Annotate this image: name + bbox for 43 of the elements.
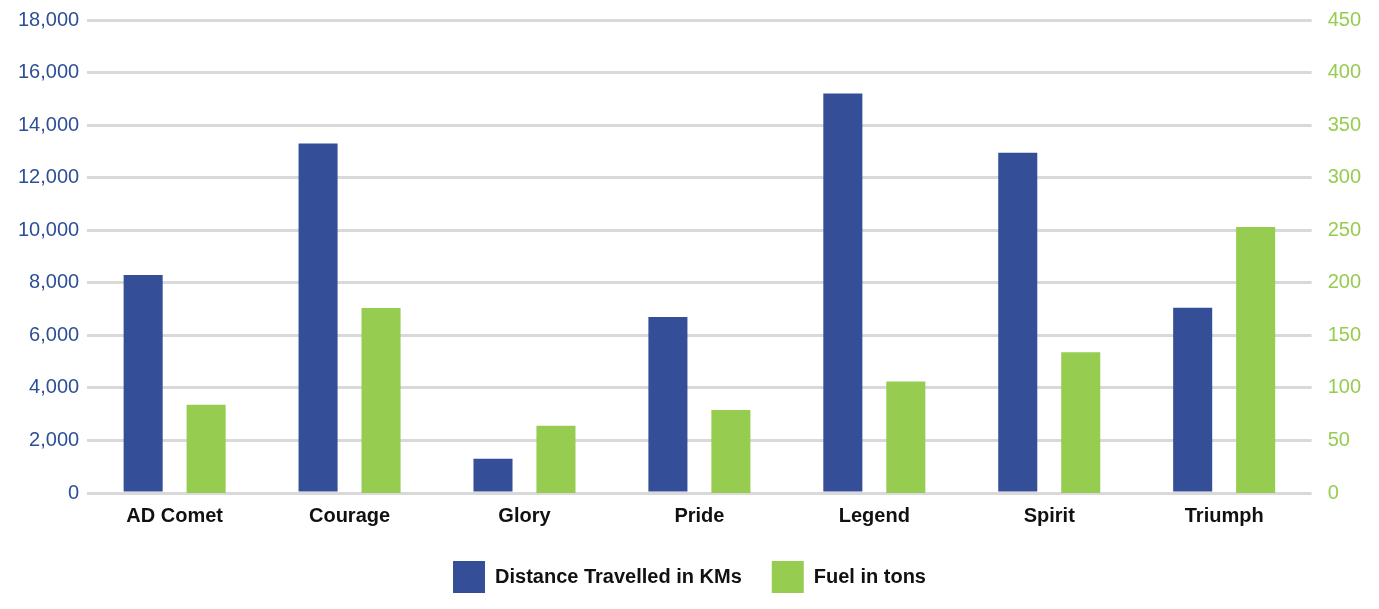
x-tick-label: Glory	[498, 503, 552, 526]
bar	[1173, 307, 1213, 492]
bar	[123, 274, 163, 492]
x-tick-label: Legend	[838, 503, 910, 526]
x-tick-label: Pride	[674, 503, 725, 526]
y-tick-label: 14,000	[18, 112, 80, 135]
y-tick-label: 4,000	[29, 375, 80, 398]
y2-tick-label: 0	[1327, 480, 1339, 503]
bar	[536, 425, 576, 493]
y2-tick-label: 450	[1327, 7, 1362, 30]
bar	[186, 404, 226, 493]
y-tick-label: 8,000	[29, 270, 80, 293]
y2-tick-label: 400	[1327, 60, 1362, 83]
y-tick-label: 6,000	[29, 322, 80, 345]
bar	[298, 143, 338, 492]
x-tick-label: Spirit	[1023, 503, 1076, 526]
y2-tick-label: 250	[1327, 217, 1362, 240]
y2-tick-label: 150	[1327, 322, 1362, 345]
bar	[361, 308, 401, 493]
y-tick-label: 10,000	[18, 217, 80, 240]
y-tick-label: 0	[68, 480, 80, 503]
bar	[823, 93, 863, 492]
y2-tick-label: 350	[1327, 112, 1362, 135]
legend-label: Fuel in tons	[813, 564, 926, 587]
x-tick-label: AD Comet	[126, 503, 224, 526]
y2-tick-label: 300	[1327, 165, 1362, 188]
bar	[711, 409, 751, 493]
y2-tick-label: 200	[1327, 270, 1362, 293]
y2-tick-label: 100	[1327, 375, 1362, 398]
bar	[1061, 352, 1101, 493]
legend-label: Distance Travelled in KMs	[495, 564, 742, 587]
y-tick-label: 18,000	[18, 7, 80, 30]
x-tick-label: Triumph	[1184, 503, 1264, 526]
y-tick-label: 16,000	[18, 60, 80, 83]
bar	[648, 316, 688, 492]
y-tick-label: 2,000	[29, 427, 80, 450]
y2-tick-label: 50	[1327, 427, 1350, 450]
x-tick-label: Courage	[308, 503, 391, 526]
y-tick-label: 12,000	[18, 165, 80, 188]
bar	[998, 152, 1038, 492]
bar	[1236, 227, 1276, 493]
bar	[886, 381, 926, 493]
bar	[473, 458, 513, 492]
